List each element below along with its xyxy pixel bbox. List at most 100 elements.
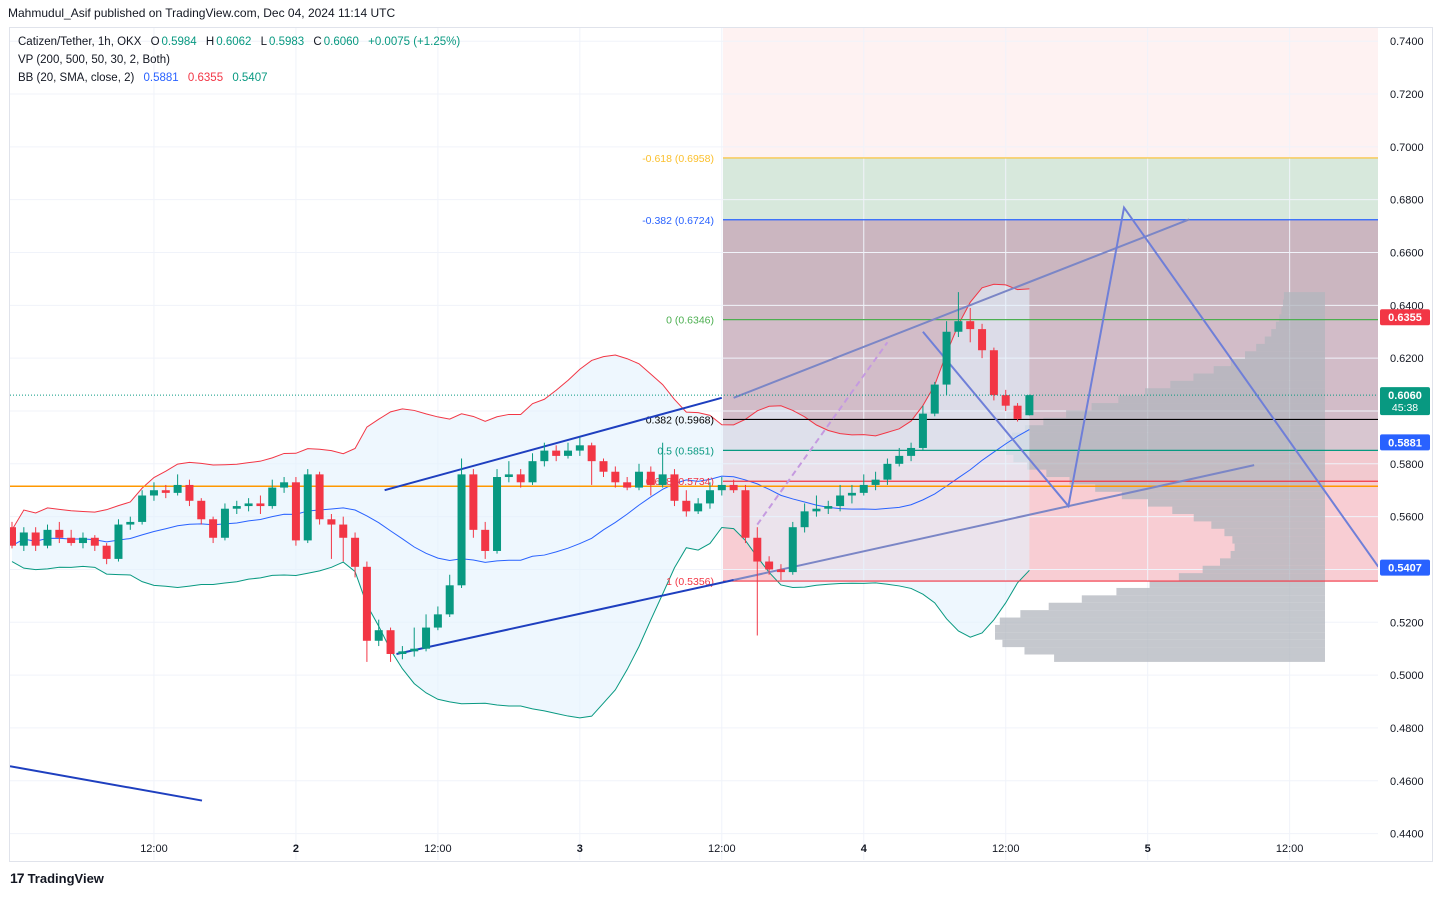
x-axis-tick-label: 12:00 bbox=[1276, 843, 1304, 855]
price-label-text: 0.5881 bbox=[1388, 437, 1422, 449]
candle-body bbox=[291, 482, 300, 541]
volume-profile-bar bbox=[1013, 454, 1325, 463]
fib-zone-1 bbox=[723, 157, 1378, 220]
volume-profile-bar bbox=[1027, 462, 1325, 470]
volume-profile-bar bbox=[1147, 499, 1325, 507]
legend-change: +0.0075 (+1.25%) bbox=[368, 36, 461, 48]
volume-profile-bar bbox=[1282, 299, 1325, 307]
x-axis-tick-label: 12:00 bbox=[424, 843, 452, 855]
volume-profile-bar bbox=[1275, 321, 1325, 330]
candle-body bbox=[587, 445, 596, 462]
volume-profile-bar bbox=[1118, 395, 1325, 404]
candle-body bbox=[209, 519, 218, 538]
candle-body bbox=[788, 527, 797, 573]
volume-profile-bar bbox=[1178, 573, 1325, 581]
published-caption: Mahmudul_Asif published on TradingView.c… bbox=[8, 6, 396, 20]
tradingview-brand[interactable]: 17 TradingView bbox=[10, 870, 104, 886]
price-label-box bbox=[1380, 559, 1430, 576]
x-axis-tick-label: 12:00 bbox=[708, 843, 736, 855]
candle-body bbox=[351, 537, 360, 567]
candle-body bbox=[386, 630, 395, 654]
volume-profile-bar bbox=[1234, 543, 1325, 551]
candle-body bbox=[516, 474, 525, 483]
x-axis-tick-label: 3 bbox=[577, 843, 583, 855]
candle-body bbox=[339, 524, 348, 538]
volume-profile-bar bbox=[1046, 469, 1325, 478]
legend-bb-low: 0.5407 bbox=[232, 72, 268, 84]
channel-upper-projection bbox=[733, 218, 1190, 399]
volume-profile-bar bbox=[1095, 484, 1325, 492]
legend-bb: BB (20, SMA, close, 2) bbox=[18, 72, 135, 84]
legend-open-label: O bbox=[150, 36, 160, 48]
legend-high-label: H bbox=[205, 36, 215, 48]
candle-body bbox=[244, 503, 253, 507]
candle-body bbox=[575, 445, 584, 451]
candle-body bbox=[1025, 395, 1034, 416]
candle-body bbox=[493, 477, 502, 551]
volume-profile-bar bbox=[1170, 380, 1325, 389]
price-label-text: 0.6060 bbox=[1388, 390, 1422, 402]
volume-profile-bar bbox=[1066, 410, 1325, 418]
volume-profile-bar bbox=[1006, 447, 1325, 455]
candle-body bbox=[327, 519, 336, 525]
channel-lower-projection bbox=[733, 464, 1255, 582]
y-axis-tick-label: 0.7000 bbox=[1390, 142, 1424, 154]
candle-body bbox=[504, 474, 513, 478]
volume-profile-bar bbox=[1256, 343, 1325, 352]
candle-body bbox=[812, 508, 821, 512]
volume-profile-bar bbox=[1230, 550, 1325, 559]
x-axis-tick-label: 5 bbox=[1145, 843, 1151, 855]
volume-profile-bar bbox=[1024, 647, 1325, 655]
candle-body bbox=[90, 537, 99, 546]
y-axis-tick-label: 0.5600 bbox=[1390, 512, 1424, 524]
tradingview-name: TradingView bbox=[27, 870, 104, 886]
candle-body bbox=[31, 532, 40, 546]
candle-body bbox=[741, 490, 750, 538]
legend-symbol: Catizen/Tether, 1h, OKX bbox=[18, 36, 142, 48]
candle-body bbox=[942, 331, 951, 385]
candle-body bbox=[564, 450, 573, 456]
candle-body bbox=[776, 569, 785, 573]
volume-profile-bar bbox=[995, 632, 1325, 640]
volume-profile-bar bbox=[1279, 314, 1325, 322]
candle-body bbox=[824, 506, 833, 509]
candle-body bbox=[978, 329, 987, 351]
chart-frame[interactable] bbox=[9, 27, 1433, 862]
candle-body bbox=[303, 474, 312, 541]
candle-body bbox=[611, 471, 620, 483]
candle-body bbox=[1001, 395, 1010, 406]
legend-low: 0.5983 bbox=[269, 36, 305, 48]
y-axis-tick-label: 0.7200 bbox=[1390, 89, 1424, 101]
y-axis-tick-label: 0.4800 bbox=[1390, 723, 1424, 735]
candle-body bbox=[55, 529, 64, 538]
volume-profile-bar bbox=[1224, 528, 1325, 537]
volume-profile-bar bbox=[1043, 417, 1325, 426]
candle-body bbox=[599, 461, 608, 472]
candle-body bbox=[161, 490, 170, 493]
fib-label: 0.5 (0.5851) bbox=[657, 445, 714, 457]
legend-close-label: C bbox=[313, 36, 322, 48]
tradingview-logo-icon: 17 bbox=[10, 870, 25, 886]
volume-profile-bar bbox=[995, 624, 1325, 633]
candle-body bbox=[138, 495, 147, 522]
y-axis-tick-label: 0.6200 bbox=[1390, 353, 1424, 365]
projected-path bbox=[922, 205, 1378, 568]
volume-profile-bar bbox=[1244, 351, 1325, 359]
candle-body bbox=[670, 474, 679, 501]
candle-body bbox=[871, 479, 880, 485]
volume-profile-bar bbox=[1271, 329, 1325, 337]
candle-body bbox=[398, 651, 407, 654]
candle-body bbox=[528, 461, 537, 483]
candle-body bbox=[989, 350, 998, 396]
candle-body bbox=[646, 471, 655, 485]
candle-body bbox=[682, 500, 691, 512]
legend-row-symbol: Catizen/Tether, 1h, OKX O 0.5984 H 0.6062 … bbox=[18, 36, 462, 48]
candle-body bbox=[765, 561, 774, 570]
x-axis-tick-label: 2 bbox=[293, 843, 299, 855]
volume-profile-bar bbox=[1193, 513, 1325, 522]
fib-label: 1 (0.5356) bbox=[666, 576, 714, 588]
bb-basis-line bbox=[11, 429, 1030, 563]
candle-body bbox=[895, 455, 904, 464]
volume-profile-bar bbox=[1232, 536, 1325, 544]
